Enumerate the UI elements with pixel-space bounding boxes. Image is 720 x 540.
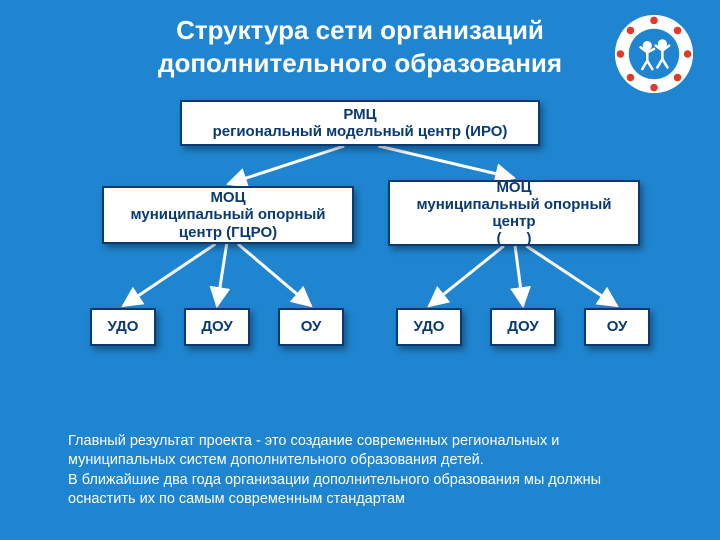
node-a3: ОУ [278,308,344,346]
title-line-1: Структура сети организаций [176,15,544,45]
footer-p1: Главный результат проекта - это создание… [68,433,559,469]
node-b1: УДО [396,308,462,346]
node-moc1: МОЦмуниципальный опорныйцентр (ГЦРО) [102,186,354,244]
footer-p2: В ближайшие два года организации дополни… [68,472,601,508]
project-logo [612,12,696,96]
node-moc2: МОЦмуниципальный опорныйцентр(___) [388,180,640,246]
node-a1: УДО [90,308,156,346]
node-rmc: РМЦрегиональный модельный центр (ИРО) [180,100,540,146]
node-b3: ОУ [584,308,650,346]
node-b2: ДОУ [490,308,556,346]
footer-text: Главный результат проекта - это создание… [68,432,652,510]
node-a2: ДОУ [184,308,250,346]
title-line-2: дополнительного образования [158,48,562,78]
